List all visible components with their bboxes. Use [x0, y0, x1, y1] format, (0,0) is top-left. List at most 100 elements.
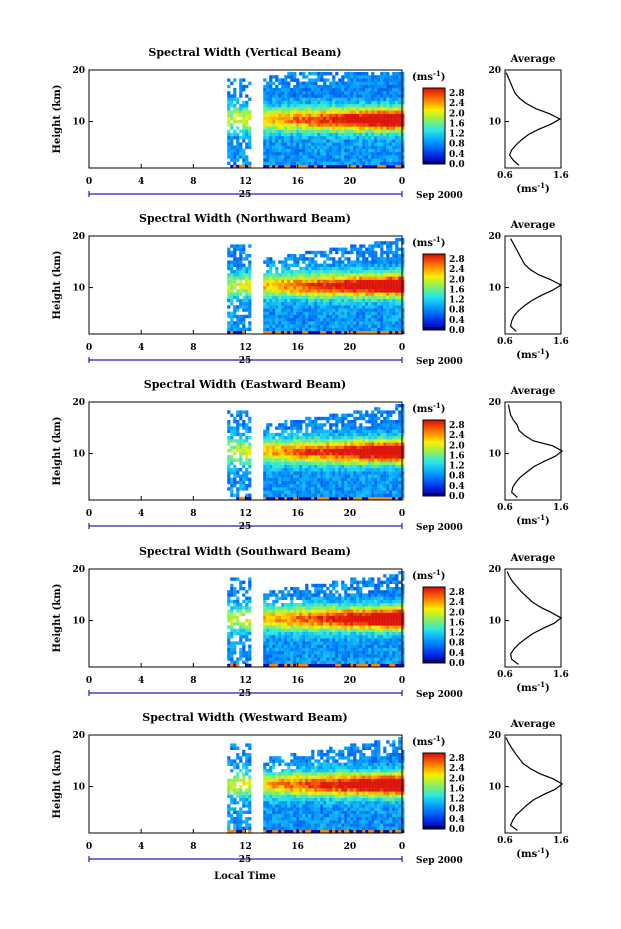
heatmap-cell — [266, 152, 270, 156]
heatmap-cell — [389, 88, 393, 92]
heatmap-cell — [284, 91, 288, 95]
heatmap-cell — [317, 496, 321, 501]
heatmap-cell — [281, 123, 285, 127]
heatmap-cell — [287, 148, 291, 153]
heatmap-cell — [374, 155, 378, 159]
heatmap-cell — [401, 120, 405, 124]
x-tick-label: 16 — [291, 343, 304, 353]
heatmap-cell — [389, 432, 393, 437]
heatmap-cell — [398, 289, 402, 293]
heatmap-cell — [401, 292, 405, 296]
heatmap-cell — [263, 142, 267, 146]
heatmap-cell — [269, 480, 273, 485]
heatmap-cell — [296, 88, 300, 92]
heatmap-cell — [302, 474, 306, 478]
heatmap-cell — [341, 273, 345, 277]
heatmap-cell — [269, 644, 273, 648]
heatmap-cell — [359, 97, 363, 101]
heatmap-cell — [332, 477, 336, 481]
heatmap-cell — [398, 318, 402, 322]
heatmap-cell — [290, 161, 294, 165]
heatmap-cell — [323, 452, 327, 456]
heatmap-cell — [356, 276, 360, 280]
heatmap-cell — [308, 148, 312, 153]
heatmap-cell — [374, 474, 378, 478]
heatmap-cell — [401, 289, 405, 293]
heatmap-cell — [371, 273, 375, 277]
heatmap-cell — [296, 455, 300, 459]
heatmap-cell — [245, 286, 249, 290]
heatmap-cell — [371, 94, 375, 98]
heatmap-cell — [341, 477, 345, 481]
heatmap-cell — [290, 474, 294, 478]
heatmap-cell — [239, 448, 243, 453]
heatmap-cell — [287, 432, 291, 437]
heatmap-cell — [248, 448, 252, 453]
heatmap-cell — [290, 448, 294, 453]
heatmap-cell — [293, 148, 297, 153]
heatmap-cell — [233, 292, 237, 296]
colorbar-tick-label: 1.6 — [449, 119, 465, 129]
heatmap-cell — [398, 490, 402, 494]
heatmap-cell — [359, 471, 363, 475]
heatmap-cell — [386, 257, 390, 261]
heatmap-cell — [332, 132, 336, 137]
heatmap-cell — [371, 298, 375, 303]
heatmap-cell — [395, 314, 399, 319]
heatmap-cell — [326, 273, 330, 277]
heatmap-cell — [275, 266, 279, 271]
heatmap-cell — [227, 145, 231, 149]
heatmap-cell — [227, 132, 231, 137]
heatmap-cell — [293, 314, 297, 319]
heatmap-cell — [227, 129, 231, 133]
heatmap-cell — [365, 75, 369, 79]
colorbar-segment — [423, 288, 445, 291]
heatmap-cell — [278, 164, 282, 169]
heatmap-cell — [269, 123, 273, 127]
heatmap-cell — [353, 273, 357, 277]
heatmap-cell — [242, 426, 246, 430]
heatmap-cell — [317, 148, 321, 153]
heatmap-cell — [383, 286, 387, 290]
heatmap-cell — [389, 318, 393, 322]
heatmap-cell — [317, 161, 321, 165]
heatmap-cell — [353, 429, 357, 433]
heatmap-cell — [380, 410, 384, 414]
heatmap-cell — [365, 276, 369, 280]
heatmap-cell — [314, 308, 318, 312]
heatmap-cell — [230, 471, 234, 475]
heatmap-cell — [296, 100, 300, 105]
heatmap-cell — [227, 625, 231, 629]
heatmap-cell — [296, 279, 300, 283]
heatmap-cell — [359, 324, 363, 328]
heatmap-cell — [242, 123, 246, 127]
heatmap-cell — [245, 654, 249, 658]
heatmap-cell — [362, 302, 366, 306]
heatmap-cell — [278, 622, 282, 626]
heatmap-cell — [344, 247, 348, 251]
heatmap-cell — [305, 311, 309, 315]
heatmap-cell — [317, 72, 321, 76]
heatmap-cell — [293, 609, 297, 613]
heatmap-cell — [302, 448, 306, 453]
panel-3: Spectral Width (Eastward Beam)2010Height… — [52, 378, 569, 533]
heatmap-cell — [248, 452, 252, 456]
heatmap-cell — [284, 596, 288, 600]
heatmap-cell — [398, 116, 402, 121]
heatmap-cell — [383, 266, 387, 271]
heatmap-cell — [308, 152, 312, 156]
heatmap-cell — [398, 75, 402, 79]
heatmap-cell — [335, 72, 339, 76]
heatmap-cell — [317, 448, 321, 453]
heatmap-cell — [293, 603, 297, 607]
heatmap-cell — [230, 244, 234, 248]
heatmap-cell — [392, 493, 396, 497]
heatmap-cell — [359, 152, 363, 156]
heatmap-cell — [323, 436, 327, 440]
heatmap-cell — [266, 123, 270, 127]
heatmap-cell — [266, 292, 270, 296]
heatmap-cell — [293, 452, 297, 456]
heatmap-cell — [296, 426, 300, 430]
heatmap-cell — [356, 97, 360, 101]
heatmap-cell — [281, 452, 285, 456]
